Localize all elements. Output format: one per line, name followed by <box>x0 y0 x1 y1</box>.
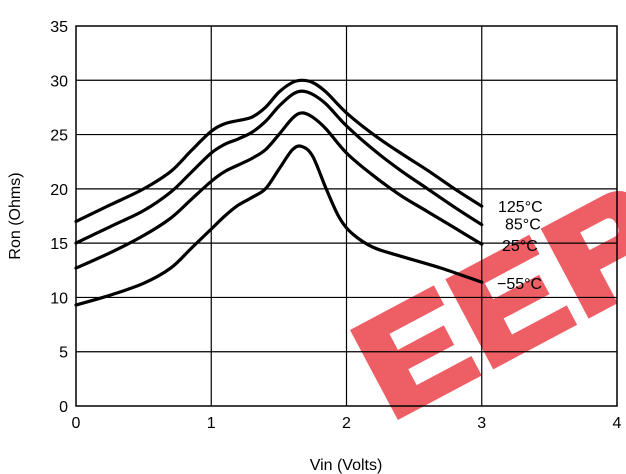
series-labels: 125°C85°C 25°C −55°C <box>497 199 543 293</box>
x-tick-label: 3 <box>477 415 486 432</box>
x-tick-label: 0 <box>72 415 81 432</box>
watermark-letter-e2 <box>445 234 578 370</box>
series-line-0 <box>74 78 484 223</box>
y-tick-labels: 0 5 10 15 20 25 30 35 <box>50 19 68 416</box>
curves <box>74 78 484 307</box>
y-tick-label: 5 <box>59 345 68 362</box>
series-line-2 <box>74 111 484 270</box>
plot-frame <box>75 25 618 407</box>
y-tick-label: 20 <box>50 182 68 199</box>
series-line-1 <box>74 89 484 245</box>
series-label-2: 25°C <box>502 238 538 255</box>
grid-lines <box>76 26 617 406</box>
x-tick-label: 4 <box>613 415 622 432</box>
x-tick-labels: 0 1 2 3 4 <box>72 415 622 432</box>
watermark-logo <box>350 191 626 421</box>
series-label-1: 85°C <box>505 217 541 234</box>
x-tick-label: 1 <box>207 415 216 432</box>
y-tick-label: 15 <box>50 236 68 253</box>
y-axis-label: Ron (Ohms) <box>7 172 24 259</box>
y-tick-label: 0 <box>59 399 68 416</box>
y-tick-label: 10 <box>50 290 68 307</box>
series-label-0: 125°C <box>498 199 543 216</box>
y-tick-label: 30 <box>50 73 68 90</box>
x-tick-label: 2 <box>342 415 351 432</box>
series-label-3: −55°C <box>497 276 542 293</box>
x-axis-label: Vin (Volts) <box>310 457 383 474</box>
y-tick-label: 25 <box>50 128 68 145</box>
watermark-letter-e1 <box>350 285 482 421</box>
watermark-letter-p <box>540 191 626 319</box>
y-tick-label: 35 <box>50 19 68 36</box>
series-line-3 <box>74 144 484 307</box>
